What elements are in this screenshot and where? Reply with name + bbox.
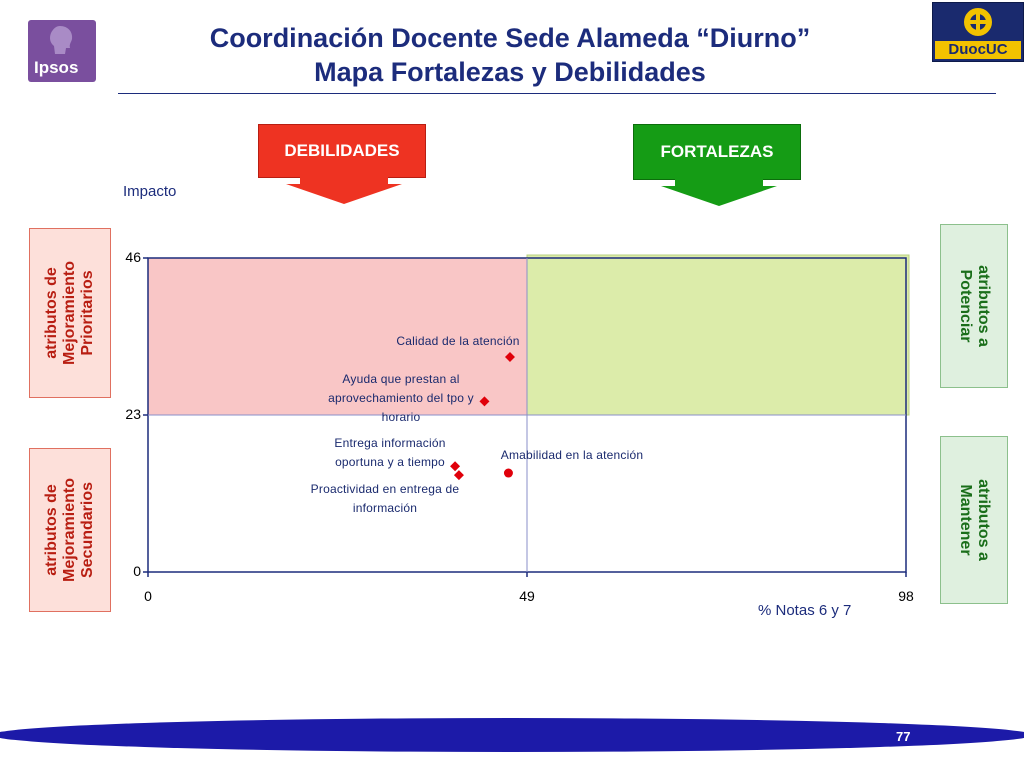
x-tick-label: 0 [144, 588, 152, 604]
duoc-logo-text: DuocUC [935, 41, 1021, 59]
page-title: Coordinación Docente Sede Alameda “Diurn… [209, 23, 811, 53]
y-tick-label: 23 [125, 406, 141, 422]
data-point-circle [503, 468, 513, 478]
ipsos-head-icon [50, 26, 73, 54]
y-tick-label: 46 [125, 249, 141, 265]
label-line: atributos de [43, 484, 61, 576]
label-line: atributos a [975, 479, 993, 561]
label-line: Potenciar [957, 269, 975, 343]
plot-frame [147, 257, 907, 573]
fortalezas-box: FORTALEZAS [633, 124, 801, 180]
data-point-label: Amabilidad en la atenciónAmabilidad en l… [500, 448, 644, 462]
label-line: Mantener [957, 484, 975, 556]
ipsos-logo: Ipsos [28, 20, 96, 82]
data-point-label: Entrega información oportuna y a tiempoE… [334, 436, 446, 469]
duoc-logo: DuocUC [932, 2, 1024, 62]
label-line: Mejoramiento [61, 477, 79, 583]
label-mejoramiento-prioritarios: atributos de Mejoramiento Prioritarios [29, 228, 111, 398]
y-tick-label: 0 [133, 563, 141, 579]
footer-bar [0, 718, 1024, 752]
label-mantener: atributos a Mantener [940, 436, 1008, 604]
fortalezas-arrow-icon [661, 178, 777, 206]
label-line: Mejoramiento [61, 260, 79, 366]
debilidades-box: DEBILIDADES [258, 124, 426, 178]
label-line: atributos de [43, 267, 61, 359]
data-point-label: Proactividad en entrega de informaciónPr… [310, 482, 460, 515]
quadrant-fortalezas [526, 254, 910, 416]
x-tick-label: 49 [519, 588, 535, 604]
page-number: 77 [896, 729, 911, 744]
duoc-crest-icon [962, 6, 994, 38]
label-line: Prioritarios [79, 270, 97, 356]
label-line: atributos a [975, 265, 993, 347]
x-tick-label: 98 [898, 588, 914, 604]
page-subtitle: Mapa Fortalezas y Debilidades [314, 57, 706, 87]
data-point-label: Calidad de la atenciónCalidad de la aten… [396, 334, 520, 348]
label-line: Secundarios [79, 481, 97, 579]
data-point-label: Ayuda que prestan al aprovechamiento del… [328, 372, 474, 424]
ipsos-logo-text: Ipsos [34, 58, 79, 77]
data-point-diamond [504, 351, 515, 362]
label-potenciar: atributos a Potenciar [940, 224, 1008, 388]
label-mejoramiento-secundarios: atributos de Mejoramiento Secundarios [29, 448, 111, 612]
y-axis-title: Impacto [123, 183, 177, 200]
debilidades-arrow-icon [286, 176, 402, 204]
header-divider [118, 93, 996, 94]
x-axis-title: % Notas 6 y 7 [758, 602, 852, 619]
